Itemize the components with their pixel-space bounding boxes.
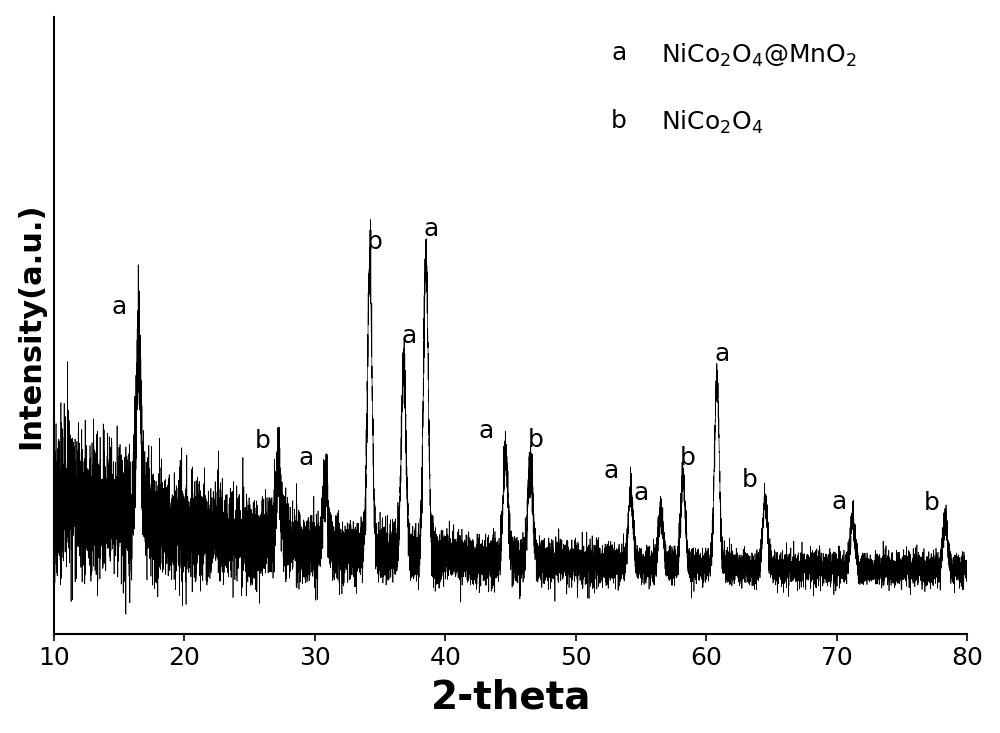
Text: a: a [604, 460, 619, 483]
Text: a: a [298, 446, 313, 470]
Text: b: b [528, 428, 543, 452]
Text: a: a [611, 41, 626, 65]
Text: a: a [714, 342, 730, 366]
Text: a: a [634, 482, 649, 505]
Text: a: a [423, 216, 439, 240]
Text: b: b [255, 430, 271, 454]
Text: a: a [478, 419, 494, 443]
Text: a: a [401, 324, 417, 348]
Text: b: b [611, 109, 627, 133]
Text: NiCo$\mathregular{_{2}}$O$\mathregular{_{4}}$: NiCo$\mathregular{_{2}}$O$\mathregular{_… [661, 109, 764, 136]
Text: b: b [924, 491, 940, 515]
Text: a: a [112, 295, 127, 319]
Text: b: b [742, 468, 757, 492]
Text: a: a [832, 490, 847, 514]
Y-axis label: Intensity(a.u.): Intensity(a.u.) [17, 202, 46, 449]
X-axis label: 2-theta: 2-theta [431, 678, 591, 716]
Text: b: b [680, 446, 696, 471]
Text: b: b [367, 229, 383, 254]
Text: NiCo$\mathregular{_{2}}$O$\mathregular{_{4}}$@MnO$\mathregular{_{2}}$: NiCo$\mathregular{_{2}}$O$\mathregular{_… [661, 41, 857, 69]
